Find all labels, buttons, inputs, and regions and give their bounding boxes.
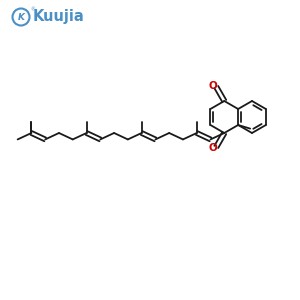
Text: ®: ® (31, 7, 35, 12)
Text: K: K (17, 13, 25, 22)
Text: O: O (208, 143, 217, 153)
Text: O: O (208, 81, 217, 91)
Text: Kuujia: Kuujia (33, 10, 85, 25)
